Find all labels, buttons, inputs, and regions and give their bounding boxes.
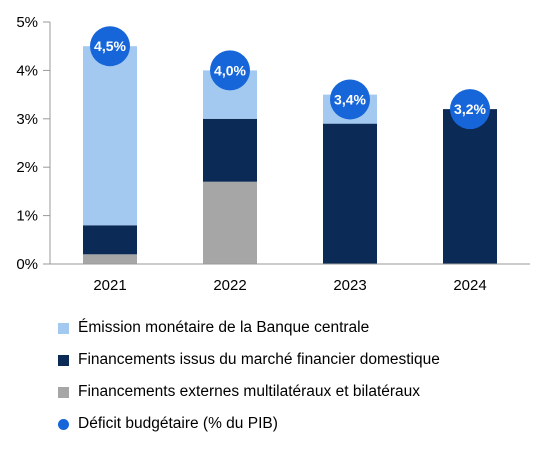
legend-label: Déficit budgétaire (% du PIB) <box>78 415 278 432</box>
x-tick-label: 2022 <box>213 277 246 294</box>
deficit-marker <box>450 89 490 130</box>
bars <box>83 46 497 265</box>
x-axis: 2021 2022 2023 2024 <box>93 277 486 294</box>
x-tick-label: 2021 <box>93 277 126 294</box>
y-axis: 0% 1% 2% 3% 4% 5% <box>16 14 50 273</box>
legend-item: Financements externes multilatéraux et b… <box>58 376 440 408</box>
legend-swatch-domestic-market <box>58 354 69 366</box>
y-tick-label: 1% <box>16 208 38 225</box>
legend-label: Émission monétaire de la Banque centrale <box>78 319 370 336</box>
y-tick-label: 3% <box>16 111 38 128</box>
deficit-marker <box>90 26 130 67</box>
deficit-label: 4,5% <box>94 38 126 54</box>
legend-label: Financements externes multilatéraux et b… <box>78 383 421 400</box>
legend-swatch-deficit <box>58 418 69 430</box>
deficit-label: 3,2% <box>454 101 486 117</box>
legend-label: Financements issus du marché financier d… <box>78 351 440 368</box>
bar-segment <box>323 123 377 264</box>
deficit-marker <box>330 79 370 120</box>
legend: Émission monétaire de la Banque centrale… <box>58 312 440 440</box>
deficit-marker <box>210 50 250 91</box>
legend-swatch-external-financing <box>58 386 69 398</box>
bar-segment <box>83 46 137 226</box>
y-tick-label: 0% <box>16 256 38 273</box>
bar-segment <box>83 254 137 264</box>
bar-segment <box>443 109 497 265</box>
deficit-label: 3,4% <box>334 91 366 107</box>
deficit-label: 4,0% <box>214 62 246 78</box>
legend-item: Déficit budgétaire (% du PIB) <box>58 408 440 440</box>
legend-item: Financements issus du marché financier d… <box>58 344 440 376</box>
y-tick-label: 2% <box>16 159 38 176</box>
bar-segment <box>83 225 137 255</box>
x-tick-label: 2024 <box>453 277 486 294</box>
deficit-markers: 4,5% 4,0% 3,4% 3,2% <box>90 26 490 130</box>
x-tick-label: 2023 <box>333 277 366 294</box>
y-tick-label: 5% <box>16 14 38 31</box>
bar-segment <box>203 181 257 264</box>
legend-swatch-central-bank <box>58 322 69 334</box>
legend-item: Émission monétaire de la Banque centrale <box>58 312 440 344</box>
y-tick-label: 4% <box>16 62 38 79</box>
bar-segment <box>203 118 257 182</box>
axis-lines <box>49 22 530 265</box>
stacked-bar-chart: 0%1%2%3%4%5% 4,5%4,0%3,4%3,2% 2021 2022 20… <box>16 14 530 294</box>
